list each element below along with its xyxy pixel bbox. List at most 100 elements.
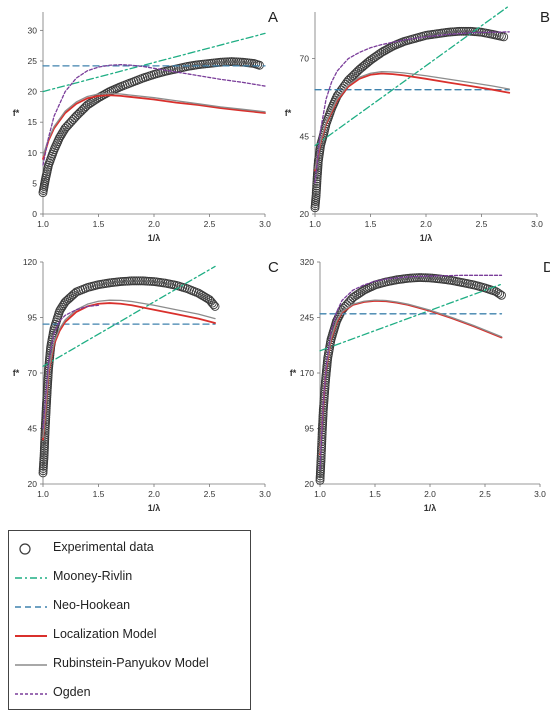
data-point [147,276,157,286]
data-point [312,176,322,186]
series-line-rubinstein-panyukov [42,92,266,157]
data-point [129,276,139,286]
x-tick-label: 3.0 [259,489,271,499]
series-experimental [38,57,264,198]
data-point [454,26,464,36]
data-point [227,57,237,67]
panel-b: 1.0 1.5 2.0 2.5 3.0 20 45 70 1/λ f* B [285,5,550,243]
data-point [315,473,325,483]
series-line-rubinstein-panyukov [319,299,503,454]
series-line-ogden [319,274,503,470]
data-point [65,118,75,128]
y-tick-label: 20 [28,479,38,489]
data-point [125,276,135,286]
x-tick-label: 1.5 [365,219,377,229]
data-point [312,174,322,184]
data-point [316,464,325,474]
x-tick-label: 2.0 [148,219,160,229]
legend-label-localization: Localization Model [53,627,157,641]
data-point [118,276,128,286]
data-point [70,113,80,123]
data-point [311,186,321,196]
y-tick-label: 10 [28,148,38,158]
data-point [499,32,509,42]
y-tick-label: 20 [28,87,38,97]
data-point [71,111,81,121]
data-point [459,26,469,36]
x-tick-label: 2.0 [424,489,436,499]
series-line-rubinstein-panyukov [314,71,510,170]
legend-item-localization: Localization Model [9,624,252,648]
data-point [236,57,246,67]
x-tick-label: 2.5 [204,219,216,229]
data-point [120,276,130,286]
legend-label-mooney-rivlin: Mooney-Rivlin [53,569,133,583]
series-line-localization [42,94,266,160]
series-line-ogden [314,31,510,184]
data-point [63,120,73,130]
data-point [122,276,132,286]
data-point [207,298,217,308]
series-line-mooney-rivlin [314,5,510,147]
data-point [312,179,322,189]
data-point [40,439,50,449]
x-tick-label: 1.5 [369,489,381,499]
y-tick-label: 70 [28,368,38,378]
data-point [127,276,137,286]
series-experimental [38,276,220,478]
data-point [421,273,431,283]
data-point [315,475,325,485]
x-axis-label: 1/λ [424,503,437,513]
data-point [67,116,76,126]
data-point [40,428,50,438]
legend-swatch-localization [15,635,47,637]
y-tick-label: 170 [300,368,314,378]
panel-a: 1.0 1.5 2.0 2.5 3.0 0 5 10 15 20 25 30 1/λ f* A [13,9,278,243]
y-axis-label: f* [13,368,20,378]
data-point [116,277,126,286]
y-tick-label: 0 [32,209,37,219]
x-tick-label: 2.5 [479,489,491,499]
legend: Experimental data Mooney-Rivlin Neo-Hook… [8,530,251,710]
data-point [39,446,49,456]
series-line-rubinstein-panyukov [42,299,216,439]
x-tick-label: 1.5 [93,489,105,499]
data-point [40,437,50,447]
data-point [38,466,48,476]
y-tick-label: 25 [28,56,38,66]
data-point [134,276,143,286]
data-point [345,74,355,84]
data-point [51,141,61,151]
panel-d: 1.0 1.5 2.0 2.5 3.0 20 95 170 245 320 1/λ f* D [290,257,550,513]
data-point [203,294,213,304]
y-tick-label: 120 [23,257,37,267]
data-point [40,432,50,442]
x-tick-label: 2.0 [148,489,160,499]
data-point [418,273,428,283]
legend-label-neo-hookean: Neo-Hookean [53,598,131,612]
data-point [347,72,356,82]
data-point [39,450,49,460]
data-point [348,71,358,81]
y-tick-label: 95 [28,313,38,323]
data-point [38,464,48,473]
series-line-localization [314,72,511,172]
data-point [209,300,219,310]
data-point [39,444,49,453]
y-axis-label: f* [285,108,292,118]
x-tick-label: 1.5 [93,219,105,229]
data-point [461,26,471,36]
data-point [216,57,226,67]
series-line-ogden [42,63,266,166]
panel-label: C [268,259,279,276]
data-point [495,289,505,299]
data-point [145,276,155,286]
data-point [40,441,49,451]
data-point [39,457,49,467]
data-point [60,123,70,133]
legend-swatch-rubinstein-panyukov [15,664,47,666]
legend-item-mooney-rivlin: Mooney-Rivlin [9,566,252,590]
y-tick-label: 20 [300,209,310,219]
x-tick-label: 2.5 [476,219,488,229]
data-point [142,276,152,286]
